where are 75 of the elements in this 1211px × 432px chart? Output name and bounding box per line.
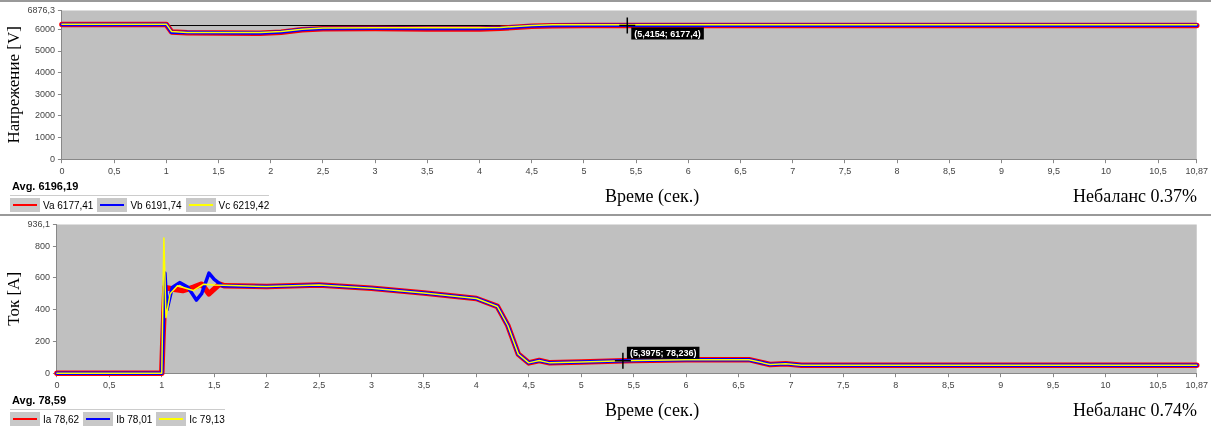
x-tick-label: 7 <box>788 380 794 391</box>
text: Avg. 6196,19 <box>12 180 79 192</box>
x-tick-label: 5 <box>578 380 584 391</box>
x-tick-label: 1 <box>159 380 165 391</box>
legend-label: Vb 6191,74 <box>130 199 182 211</box>
x-tick-label: 3,5 <box>417 380 431 391</box>
x-tick-label: 3,5 <box>421 166 434 177</box>
y-tick-label: 200 <box>34 335 50 346</box>
y-tick-label: 6876,3 <box>27 4 55 15</box>
y-tick-label: 1000 <box>34 132 55 143</box>
annotation: (5,3975; 78,236) <box>629 347 697 358</box>
x-tick-label: 6,5 <box>732 380 745 391</box>
x-tick-label: 6 <box>685 166 691 177</box>
x-tick-label: 10,87 <box>1185 166 1208 177</box>
x-tick-label: 7,5 <box>838 166 852 177</box>
y-tick-label: 400 <box>34 304 50 315</box>
x-tick-label: 0 <box>59 166 65 177</box>
x-tick-label: 9 <box>999 166 1005 177</box>
x-tick-label: 2 <box>264 380 270 391</box>
legend-label: Va 6177,41 <box>43 199 94 211</box>
x-tick-label: 10 <box>1100 166 1111 177</box>
x-tick-label: 2,5 <box>316 166 330 177</box>
x-tick-label: 4,5 <box>525 166 538 177</box>
x-tick-label: 2,5 <box>312 380 326 391</box>
x-tick-label: 0,5 <box>103 380 116 391</box>
x-tick-label: 9 <box>998 380 1004 391</box>
text: Avg. 78,59 <box>12 394 67 406</box>
x-tick-label: 10 <box>1100 380 1111 391</box>
x-tick-label: 5 <box>581 166 587 177</box>
x-tick-label: 7,5 <box>837 380 850 391</box>
x-tick-label: 8,5 <box>943 166 956 177</box>
y-tick-label: 5000 <box>34 45 55 56</box>
x-tick-label: 2 <box>268 166 274 177</box>
y-tick-label: 0 <box>49 153 55 164</box>
x-tick-label: 7 <box>790 166 796 177</box>
legend-label: Ia 78,62 <box>43 413 80 425</box>
y-tick-label: 3000 <box>34 88 55 99</box>
x-tick-label: 4 <box>477 166 483 177</box>
x-tick-label: 9,5 <box>1046 380 1060 391</box>
x-tick-label: 1,5 <box>212 166 225 177</box>
y-axis-title: Ток [A] <box>3 271 23 326</box>
x-tick-label: 6 <box>683 380 689 391</box>
y-tick-label: 2000 <box>34 110 55 121</box>
legend-label: Vc 6219,42 <box>218 199 270 211</box>
x-tick-label: 9,5 <box>1047 166 1060 177</box>
text: Небаланс 0.74% <box>1073 400 1197 421</box>
x-tick-label: 1,5 <box>207 380 221 391</box>
y-tick-label: 936,1 <box>27 218 50 229</box>
y-tick-label: 800 <box>34 240 50 251</box>
text: Небаланс 0.37% <box>1073 186 1197 207</box>
y-tick-label: 0 <box>44 367 50 378</box>
x-tick-label: 1 <box>163 166 169 177</box>
x-tick-label: 0,5 <box>107 166 121 177</box>
x-tick-label: 10,5 <box>1149 380 1167 391</box>
y-axis-title: Напрежение [V] <box>3 26 23 144</box>
x-tick-label: 10,87 <box>1185 380 1208 391</box>
x-tick-label: 4 <box>473 380 479 391</box>
x-tick-label: 5,5 <box>627 380 640 391</box>
x-tick-label: 8 <box>894 166 900 177</box>
annotation: (5,4154; 6177,4) <box>634 28 701 39</box>
x-tick-label: 4,5 <box>522 380 536 391</box>
legend-label: Ic 79,13 <box>189 413 225 425</box>
x-tick-label: 8,5 <box>941 380 955 391</box>
x-tick-label: 5,5 <box>629 166 643 177</box>
x-tick-label: 6,5 <box>734 166 747 177</box>
legend-label: Ib 78,01 <box>116 413 153 425</box>
y-tick-label: 6000 <box>34 23 55 34</box>
x-tick-label: 3 <box>368 380 375 391</box>
x-tick-label: 3 <box>372 166 378 177</box>
x-axis-title: Време (сек.) <box>605 400 700 421</box>
y-tick-label: 4000 <box>34 67 55 78</box>
x-tick-label: 8 <box>893 380 899 391</box>
y-tick-label: 600 <box>34 272 50 283</box>
x-axis-title: Време (сек.) <box>605 186 700 207</box>
x-tick-label: 10,5 <box>1149 166 1167 177</box>
